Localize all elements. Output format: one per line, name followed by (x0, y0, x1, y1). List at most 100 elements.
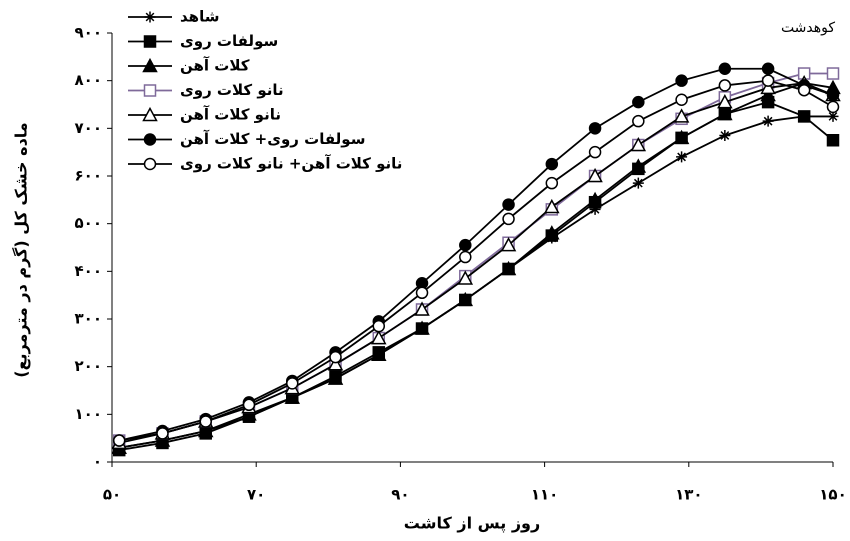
marker (457, 291, 474, 307)
x-tick-label: ۹۰ (391, 486, 409, 504)
marker (632, 114, 645, 128)
y-tick-label: ۳۰۰ (75, 310, 102, 328)
series-line (119, 82, 834, 449)
marker (826, 88, 840, 102)
marker (760, 79, 776, 95)
marker (588, 145, 602, 159)
marker (588, 122, 602, 135)
marker (112, 434, 126, 447)
marker (286, 377, 299, 390)
marker (675, 74, 688, 87)
y-axis-label: ماده خشک کل (گرم در مترمربع) (12, 122, 31, 377)
marker (675, 93, 688, 106)
marker (371, 346, 387, 361)
marker (544, 225, 560, 240)
marker (284, 389, 301, 404)
series-line (119, 72, 833, 442)
marker (827, 110, 839, 122)
x-tick-label: ۱۱۰ (531, 486, 558, 504)
marker (414, 301, 430, 316)
marker (459, 238, 472, 252)
marker (587, 167, 603, 183)
x-tick-label: ۱۵۰ (819, 486, 846, 504)
marker (545, 176, 559, 190)
marker (718, 62, 732, 75)
legend-label: نانو کلات روی (180, 81, 284, 99)
marker (587, 191, 603, 207)
marker (632, 95, 645, 109)
marker (630, 158, 647, 173)
legend-marker (144, 11, 156, 23)
marker (415, 286, 429, 300)
y-tick-label: ۸۰۰ (75, 71, 102, 89)
marker (797, 110, 811, 123)
marker (327, 356, 344, 371)
marker (826, 100, 840, 114)
legend-marker (143, 157, 157, 171)
marker (717, 105, 733, 121)
marker (826, 67, 840, 80)
legend-label: سولفات روی (180, 32, 278, 50)
marker (502, 198, 515, 211)
legend-marker (143, 35, 157, 48)
annotation: کوهدشت (781, 20, 835, 36)
marker (673, 129, 690, 145)
series-line (119, 67, 834, 442)
marker (589, 203, 601, 215)
marker (826, 134, 840, 147)
y-tick-label: ۰ (93, 453, 102, 471)
legend-label: شاهد (180, 8, 219, 26)
x-tick-label: ۱۳۰ (675, 486, 702, 504)
legend-marker (142, 57, 158, 73)
marker (242, 398, 256, 412)
legend-label: نانو کلات آهن+ نانو کلات روی (180, 155, 402, 173)
marker (500, 237, 517, 252)
y-tick-label: ۵۰۰ (75, 214, 102, 232)
marker (761, 62, 775, 75)
marker (329, 350, 342, 364)
series-line (119, 79, 834, 442)
y-tick-label: ۶۰۰ (75, 167, 102, 185)
marker (414, 320, 430, 335)
y-tick-label: ۲۰۰ (75, 357, 102, 375)
x-tick-label: ۵۰ (103, 486, 121, 504)
marker (154, 432, 171, 447)
marker (197, 422, 214, 438)
marker (544, 198, 560, 214)
marker (761, 74, 775, 87)
marker (630, 136, 647, 152)
y-tick-label: ۱۰۰ (75, 405, 102, 423)
y-tick-label: ۹۰۰ (75, 24, 102, 42)
marker (762, 115, 774, 127)
marker (241, 406, 257, 421)
legend-marker (142, 106, 158, 122)
marker (632, 177, 644, 189)
marker (459, 250, 472, 264)
x-tick-label: ۷۰ (247, 486, 265, 504)
x-axis-label: روز پس از کاشت (404, 514, 540, 534)
marker (545, 157, 559, 171)
marker (797, 83, 811, 97)
marker (500, 260, 517, 276)
marker (760, 86, 776, 102)
marker (156, 427, 169, 440)
marker (371, 329, 387, 345)
marker (502, 212, 515, 226)
marker (718, 79, 732, 92)
series-line (119, 82, 834, 444)
legend-label: کلات آهن (180, 57, 250, 75)
marker (327, 370, 344, 385)
marker (676, 151, 688, 163)
legend-label: نانو کلات آهن (180, 106, 281, 124)
legend-marker (143, 84, 157, 97)
marker (457, 270, 474, 285)
marker (717, 94, 733, 109)
legend-label: سولفات روی+ کلات آهن (180, 130, 365, 148)
marker (673, 108, 690, 123)
marker (719, 129, 731, 141)
marker (199, 415, 212, 428)
y-tick-label: ۷۰۰ (75, 119, 102, 137)
y-tick-label: ۴۰۰ (75, 262, 102, 280)
legend-marker (143, 133, 157, 146)
